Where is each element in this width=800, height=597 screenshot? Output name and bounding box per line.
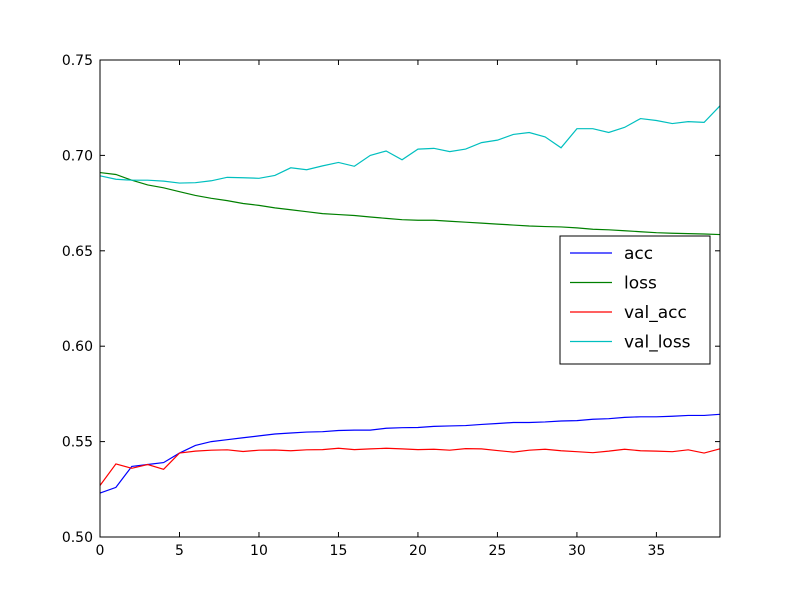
x-tick-label: 30: [568, 543, 586, 559]
x-tick-label: 15: [330, 543, 348, 559]
y-tick-label: 0.70: [62, 148, 93, 164]
series-line-val-loss: [99, 105, 721, 184]
y-tick-label: 0.60: [62, 339, 93, 355]
series-layer: [99, 105, 721, 494]
legend-box: [559, 235, 711, 365]
y-tick-label: 0.65: [62, 244, 93, 260]
x-tick-label: 25: [489, 543, 507, 559]
x-tick-label: 5: [175, 543, 184, 559]
x-tick-label: 10: [250, 543, 268, 559]
legend-label-loss: loss: [624, 274, 657, 294]
legend: acc loss val_acc val_loss: [559, 235, 711, 365]
legend-label-val-acc: val_acc: [624, 303, 687, 323]
series-line-acc: [99, 413, 721, 494]
series-line-loss: [99, 171, 721, 236]
legend-label-acc: acc: [624, 244, 653, 264]
x-axis: 0 5 10 15 20 25 30 35: [96, 60, 665, 559]
y-tick-label: 0.50: [62, 530, 93, 546]
x-tick-label: 0: [96, 543, 105, 559]
y-axis: 0.50 0.55 0.60 0.65 0.70 0.75: [62, 53, 720, 546]
x-tick-label: 20: [409, 543, 427, 559]
y-tick-label: 0.75: [62, 53, 93, 69]
legend-label-val-loss: val_loss: [624, 333, 691, 353]
series-line-val-acc: [99, 447, 721, 486]
plot-frame: [99, 59, 721, 538]
x-tick-label: 35: [647, 543, 665, 559]
y-tick-label: 0.55: [62, 435, 93, 451]
